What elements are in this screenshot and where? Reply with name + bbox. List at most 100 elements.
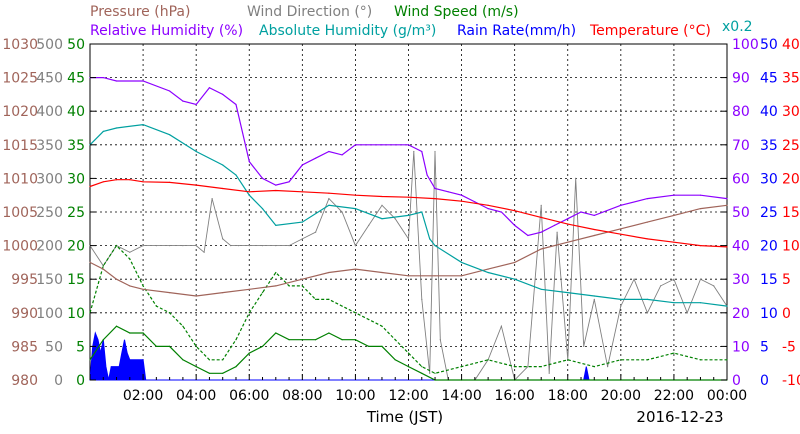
data-point (540, 248, 542, 250)
data-point (341, 211, 343, 213)
data-point (540, 366, 542, 368)
data-point (248, 312, 250, 314)
data-point (211, 198, 213, 200)
data-point (527, 366, 529, 368)
data-point (301, 339, 303, 341)
data-point (328, 150, 330, 153)
tick-wind_speed-2: 40 (67, 104, 85, 120)
data-point (620, 204, 622, 206)
data-point (315, 231, 317, 233)
data-point (421, 150, 423, 153)
data-point (381, 195, 383, 198)
tick-wind_speed-7: 15 (67, 272, 85, 288)
legend-item-6: Temperature (°C) (589, 23, 711, 39)
data-point (354, 339, 356, 341)
tick-wind_direction-1: 450 (36, 71, 63, 87)
data-point (461, 366, 463, 368)
tick-wind_direction-10: 0 (54, 373, 63, 389)
data-point (222, 359, 224, 361)
data-point (142, 245, 144, 247)
data-point (434, 150, 436, 153)
data-point (261, 345, 264, 347)
legend-item-5: Rain Rate(mm/h) (457, 23, 576, 39)
data-point (261, 208, 264, 210)
x-tick-label-7: 16:00 (494, 388, 534, 404)
data-point (620, 359, 622, 361)
tick-humidity-0: 100 (732, 37, 759, 53)
data-point (407, 352, 410, 354)
data-point (567, 223, 569, 225)
data-point (354, 268, 356, 270)
data-point (195, 245, 197, 247)
x-tick-label-9: 20:00 (601, 388, 641, 404)
data-point (261, 177, 264, 179)
data-point (620, 298, 622, 300)
data-point (238, 245, 240, 247)
data-point (646, 312, 649, 314)
data-point (407, 238, 410, 240)
data-point (487, 204, 489, 206)
data-point (222, 292, 224, 294)
tick-temperature-10: -10 (782, 373, 800, 389)
data-point (556, 231, 558, 233)
series-absolute-humidity-g-m- (89, 123, 728, 307)
data-point (421, 372, 423, 374)
data-point (169, 312, 171, 314)
x-axis-label: Time (JST) (366, 408, 443, 426)
data-point (620, 233, 622, 235)
data-point (315, 298, 317, 300)
data-point (275, 184, 277, 186)
data-point (394, 218, 396, 220)
legend-item-1: Wind Direction (°) (247, 4, 372, 20)
tick-humidity-8: 20 (732, 306, 750, 322)
tick-humidity-2: 80 (732, 104, 750, 120)
tick-pressure-0: 1030 (2, 37, 38, 53)
data-point (673, 302, 675, 304)
data-point (646, 198, 649, 200)
tick-rain_rate-8: 10 (760, 306, 778, 322)
data-point (381, 325, 383, 327)
data-point (142, 181, 144, 183)
data-point (129, 251, 131, 253)
data-point (102, 268, 104, 270)
data-point (514, 366, 516, 368)
tick-pressure-6: 1000 (2, 239, 38, 255)
data-point (421, 298, 423, 300)
data-point (102, 265, 104, 267)
data-point (673, 278, 675, 280)
data-point (567, 292, 569, 294)
x-axis: 02:00 04:00 06:00 08:00 10:00 12:00 14:00 16:00… (89, 374, 747, 404)
data-point (699, 278, 702, 280)
data-point (341, 339, 343, 341)
tick-wind_direction-0: 500 (36, 37, 63, 53)
data-point (142, 124, 144, 126)
data-point (381, 204, 383, 206)
tick-pressure-5: 1005 (2, 205, 38, 221)
data-point (341, 305, 343, 307)
left-axes: 1030102510201015101010051000995990985980… (2, 37, 96, 389)
data-point (726, 246, 728, 248)
tick-rain_rate-10: 0 (760, 373, 769, 389)
x-tick-label-11: 00:00 (707, 388, 747, 404)
data-point (288, 285, 290, 287)
data-point (235, 339, 237, 341)
data-point (381, 144, 383, 146)
x-tick-label-2: 06:00 (229, 388, 269, 404)
data-point (115, 179, 118, 181)
data-point (646, 359, 649, 361)
data-point (275, 271, 277, 274)
data-point (155, 305, 157, 307)
data-point (195, 150, 197, 153)
data-point (633, 278, 635, 280)
tick-pressure-4: 1010 (2, 171, 38, 187)
data-point (248, 352, 250, 354)
data-point (434, 275, 436, 277)
series-line (89, 244, 727, 374)
data-point (89, 261, 91, 263)
data-point (195, 295, 197, 297)
data-point (248, 245, 250, 247)
data-point (726, 359, 728, 361)
data-point (699, 194, 702, 196)
data-point (514, 224, 516, 226)
data-point (203, 251, 205, 253)
